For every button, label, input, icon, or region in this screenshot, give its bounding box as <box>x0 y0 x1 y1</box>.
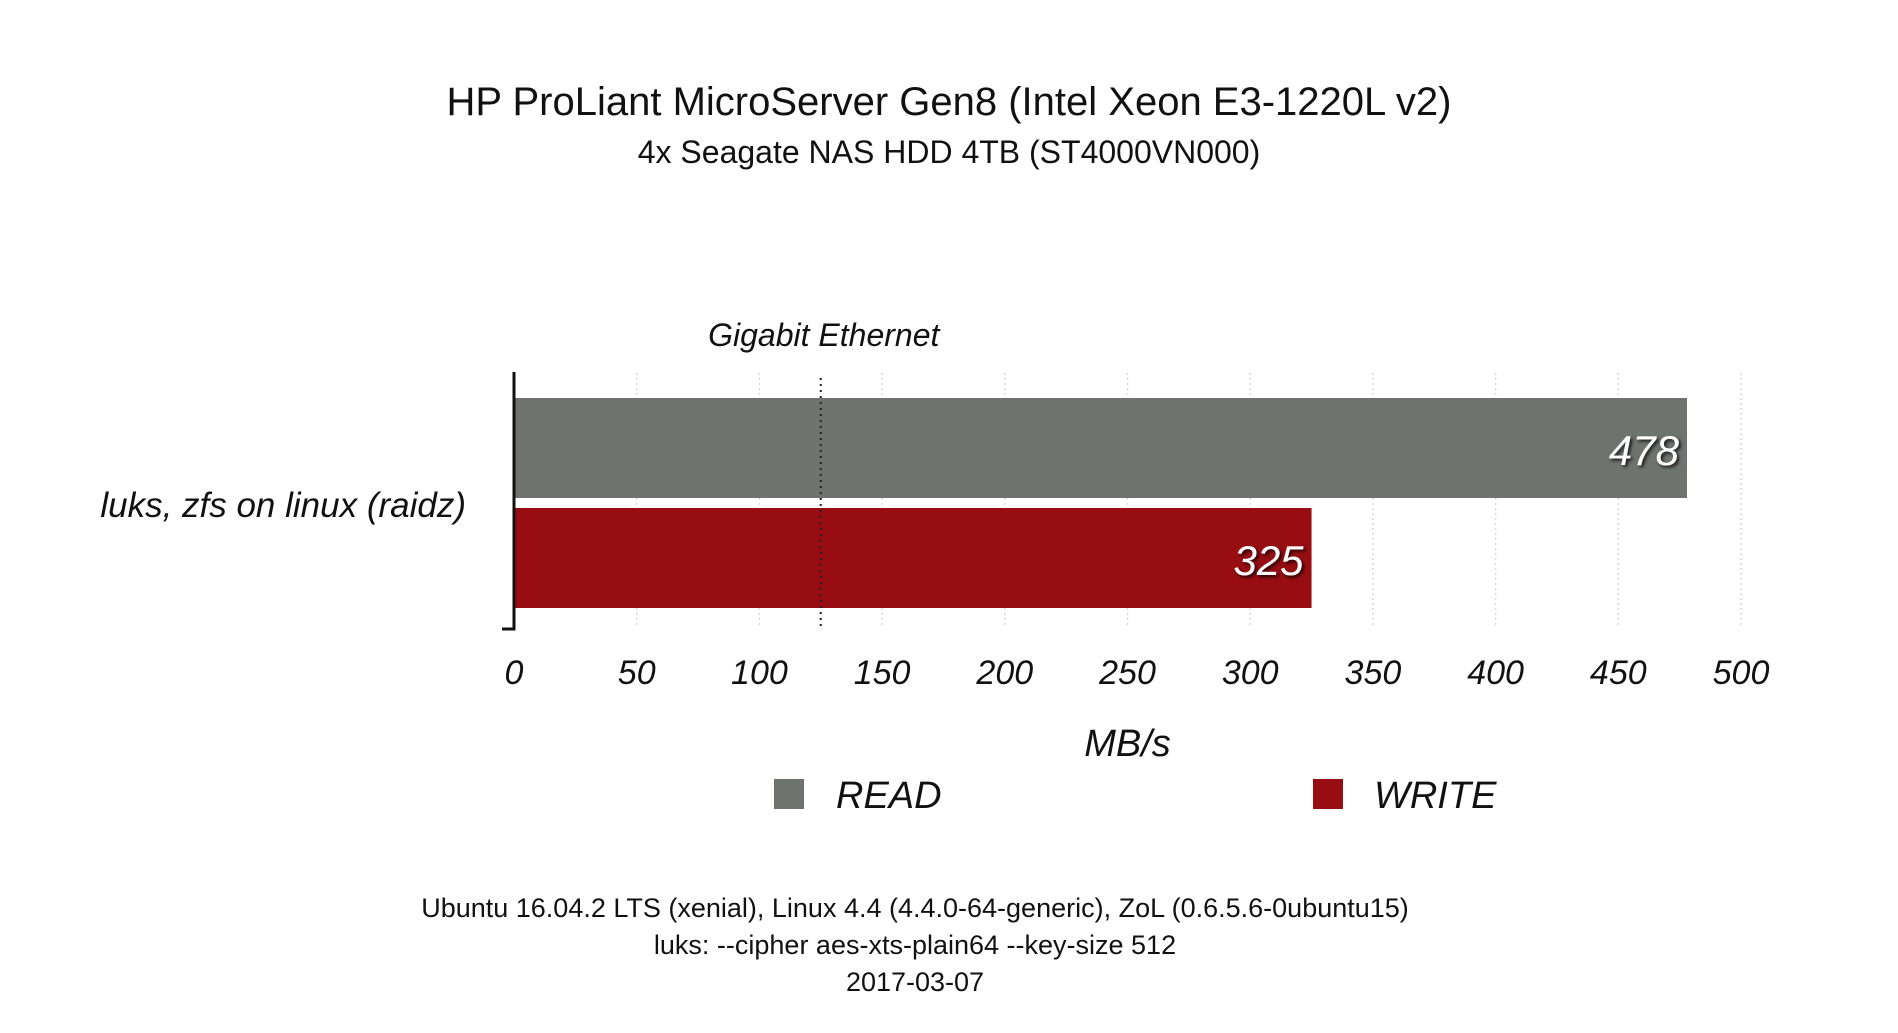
bar-read <box>514 398 1688 498</box>
footer-line-3: 2017-03-07 <box>845 967 985 997</box>
legend-swatch-read <box>774 779 804 809</box>
x-tick-label: 300 <box>1222 654 1279 692</box>
x-tick-label: 100 <box>731 654 788 692</box>
x-tick-label: 400 <box>1467 654 1524 692</box>
data-label-read: 478 <box>1609 427 1680 474</box>
bar-write <box>514 508 1312 608</box>
x-tick-label: 150 <box>854 654 911 692</box>
x-axis-label: MB/s <box>1084 723 1171 765</box>
x-tick-label: 200 <box>975 654 1033 692</box>
x-tick-label: 50 <box>618 654 656 692</box>
chart-title: HP ProLiant MicroServer Gen8 (Intel Xeon… <box>446 80 1452 124</box>
legend-label-write: WRITE <box>1374 775 1497 817</box>
category-label: luks, zfs on linux (raidz) <box>100 486 466 525</box>
x-tick-label: 0 <box>505 654 524 692</box>
x-tick-label: 500 <box>1713 654 1770 692</box>
footer-line-1: Ubuntu 16.04.2 LTS (xenial), Linux 4.4 (… <box>421 893 1409 923</box>
data-label-write: 325 <box>1233 537 1304 584</box>
x-tick-label: 250 <box>1098 654 1156 692</box>
legend-label-read: READ <box>836 775 942 817</box>
x-tick-label: 350 <box>1345 654 1402 692</box>
reference-line-label: Gigabit Ethernet <box>708 317 940 353</box>
x-tick-label: 450 <box>1590 654 1647 692</box>
legend-swatch-write <box>1313 779 1343 809</box>
chart-subtitle: 4x Seagate NAS HDD 4TB (ST4000VN000) <box>637 134 1261 170</box>
footer-line-2: luks: --cipher aes-xts-plain64 --key-siz… <box>653 930 1177 960</box>
